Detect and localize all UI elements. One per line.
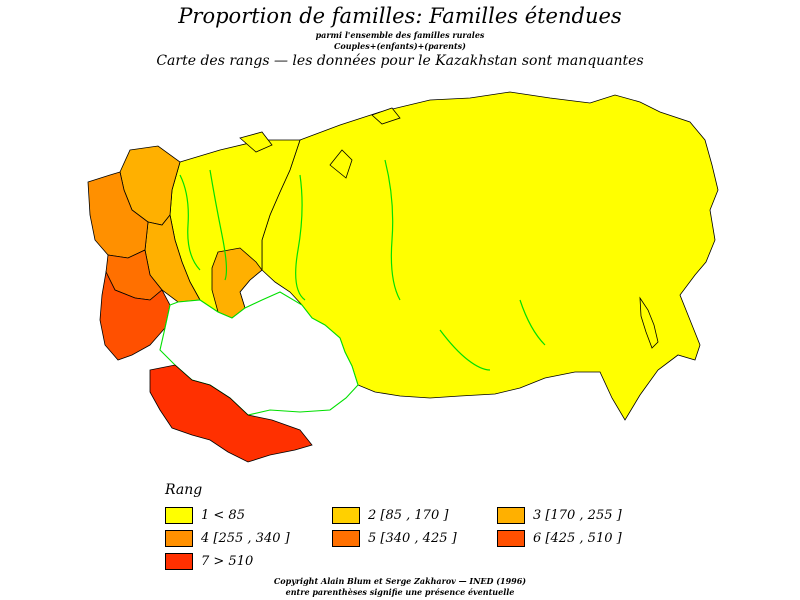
legend-swatch bbox=[165, 507, 193, 524]
legend-swatch bbox=[332, 507, 360, 524]
legend-swatch bbox=[165, 530, 193, 547]
legend-label: 2 [85 , 170 ] bbox=[368, 508, 449, 523]
copyright: Copyright Alain Blum et Serge Zakharov —… bbox=[273, 576, 527, 586]
region-central-asia bbox=[149, 364, 313, 463]
arctic-islands bbox=[239, 107, 401, 179]
subtitle-family-type: Couples+(enfants)+(parents) bbox=[334, 41, 466, 51]
legend-label: 4 [255 , 340 ] bbox=[201, 531, 290, 546]
region-ukraine-south bbox=[99, 270, 171, 361]
subtitle-population: parmi l'ensemble des familles rurales bbox=[315, 30, 485, 40]
map-title: Proportion de familles: Familles étendue… bbox=[178, 4, 622, 28]
river-network bbox=[179, 159, 546, 371]
legend-title: Rang bbox=[165, 482, 203, 498]
subtitle-rank-map: Carte des rangs — les données pour le Ka… bbox=[156, 53, 644, 69]
legend-label: 6 [425 , 510 ] bbox=[533, 531, 622, 546]
legend-swatch bbox=[497, 530, 525, 547]
legend-label: 1 < 85 bbox=[201, 508, 245, 523]
region-sakhalin bbox=[639, 296, 659, 349]
legend-label: 5 [340 , 425 ] bbox=[368, 531, 457, 546]
legend-label: 7 > 510 bbox=[201, 554, 254, 569]
region-volga-east bbox=[211, 247, 263, 319]
region-baltic bbox=[87, 171, 149, 259]
footnote: entre parenthèses signifie une présence … bbox=[285, 587, 515, 597]
legend-swatch bbox=[165, 553, 193, 570]
legend-swatch bbox=[497, 507, 525, 524]
region-volga-north bbox=[144, 214, 201, 303]
legend-swatch bbox=[332, 530, 360, 547]
legend-label: 3 [170 , 255 ] bbox=[533, 508, 622, 523]
